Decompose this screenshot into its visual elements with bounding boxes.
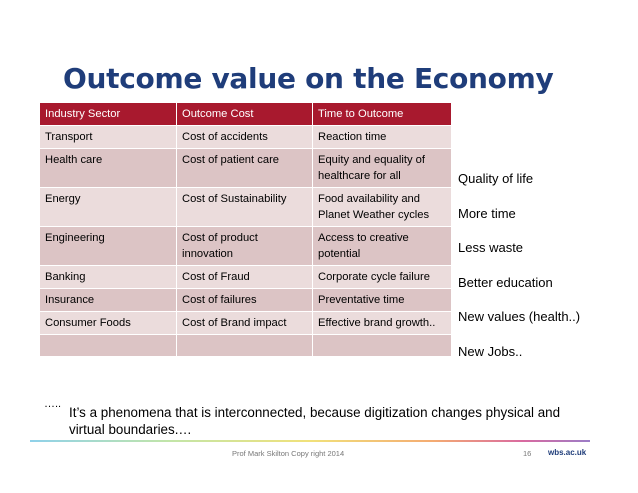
table-cell <box>176 334 313 357</box>
table-cell: Health care <box>39 148 177 188</box>
table-row: Insurance Cost of failures Preventative … <box>39 288 452 312</box>
page-number: 16 <box>523 449 532 458</box>
table-row-empty <box>39 334 452 357</box>
table-cell: Insurance <box>39 288 177 312</box>
table-cell: Transport <box>39 125 177 149</box>
table-row: Energy Cost of Sustainability Food avail… <box>39 187 452 227</box>
benefit-item: New Jobs.. <box>458 343 523 359</box>
table-row: Banking Cost of Fraud Corporate cycle fa… <box>39 265 452 289</box>
table-row: Transport Cost of accidents Reaction tim… <box>39 125 452 149</box>
table-cell: Preventative time <box>312 288 452 312</box>
table-cell: Effective brand growth.. <box>312 311 452 335</box>
table-cell: Cost of Sustainability <box>176 187 313 227</box>
benefits-list: Quality of life More time Less waste Bet… <box>458 167 580 374</box>
footer-credit: Prof Mark Skilton Copy right 2014 <box>232 449 345 458</box>
table-continuation-ellipsis: ….. <box>44 398 62 410</box>
benefit-item: More time <box>458 205 516 221</box>
benefit-item: Less waste <box>458 240 524 255</box>
table-cell: Corporate cycle failure <box>312 265 452 289</box>
table-cell: Cost of failures <box>176 288 313 312</box>
table-cell: Consumer Foods <box>39 311 177 335</box>
table-cell: Cost of Fraud <box>176 265 313 289</box>
table-cell: Cost of Brand impact <box>176 311 313 335</box>
table-cell: Access to creative potential <box>312 226 452 266</box>
footer-divider <box>30 440 590 442</box>
header-outcome-cost: Outcome Cost <box>176 102 313 126</box>
benefit-item: Quality of life <box>458 171 534 186</box>
table-cell: Energy <box>39 187 177 227</box>
table-cell: Food availability and Planet Weather cyc… <box>312 187 452 227</box>
table-cell <box>39 334 177 357</box>
table-row: Health care Cost of patient care Equity … <box>39 148 452 188</box>
table-header-row: Industry Sector Outcome Cost Time to Out… <box>39 102 452 126</box>
table-cell: Cost of accidents <box>176 125 313 149</box>
phenomena-statement: It’s a phenomena that is interconnected,… <box>69 405 561 437</box>
outcome-table: Industry Sector Outcome Cost Time to Out… <box>39 102 452 357</box>
table-cell: Banking <box>39 265 177 289</box>
table-cell: Cost of product innovation <box>176 226 313 266</box>
table-row: Consumer Foods Cost of Brand impact Effe… <box>39 311 452 335</box>
table-row: Engineering Cost of product innovation A… <box>39 226 452 266</box>
table-cell: Equity and equality of healthcare for al… <box>312 148 452 188</box>
header-time-to-outcome: Time to Outcome <box>312 102 452 126</box>
table-cell: Engineering <box>39 226 177 266</box>
table-cell: Reaction time <box>312 125 452 149</box>
table-cell: Cost of patient care <box>176 148 313 188</box>
benefit-item: New values (health..) <box>458 309 581 324</box>
table-cell <box>312 334 452 357</box>
benefit-item: Better education <box>458 274 553 290</box>
footer-website: wbs.ac.uk <box>548 448 587 457</box>
slide-title: Outcome value on the Economy <box>63 62 554 95</box>
header-industry-sector: Industry Sector <box>39 102 177 126</box>
